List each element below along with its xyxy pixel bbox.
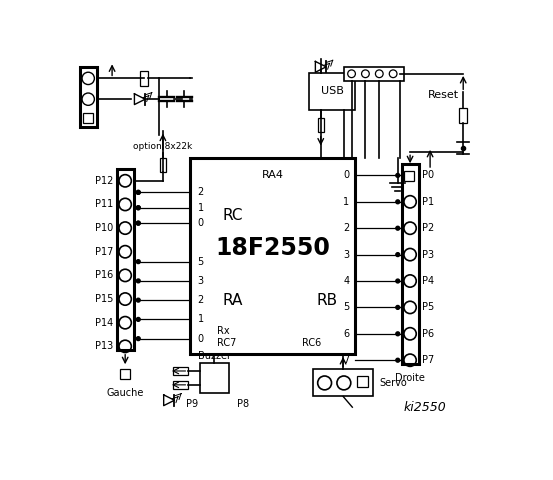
Bar	[173, 367, 189, 375]
Text: 2: 2	[197, 187, 204, 197]
Text: P0: P0	[422, 170, 435, 180]
Bar	[80, 67, 97, 127]
Bar	[401, 164, 419, 364]
Bar	[173, 381, 189, 389]
Text: P3: P3	[422, 250, 435, 260]
Bar	[200, 363, 229, 393]
Text: option 8x22k: option 8x22k	[133, 142, 192, 151]
Bar	[83, 113, 93, 123]
Text: P2: P2	[422, 223, 435, 233]
Text: 3: 3	[197, 276, 204, 286]
Circle shape	[396, 305, 400, 309]
Text: P6: P6	[422, 329, 435, 339]
Text: 1: 1	[343, 197, 349, 207]
Circle shape	[137, 191, 140, 194]
Circle shape	[396, 226, 400, 230]
Circle shape	[396, 173, 400, 177]
Text: RC: RC	[222, 208, 243, 223]
Text: P7: P7	[422, 355, 435, 365]
Circle shape	[396, 252, 400, 256]
Text: Rx: Rx	[217, 326, 229, 336]
Circle shape	[396, 279, 400, 283]
Bar	[460, 108, 467, 123]
Circle shape	[137, 279, 140, 283]
Text: P12: P12	[95, 176, 113, 186]
Text: ki2550: ki2550	[403, 401, 446, 414]
Text: Reset: Reset	[428, 90, 460, 99]
Bar	[190, 158, 356, 354]
Text: P11: P11	[95, 200, 113, 209]
Text: 4: 4	[343, 276, 349, 286]
Bar	[160, 158, 166, 172]
Text: 1: 1	[197, 314, 204, 324]
Text: P5: P5	[422, 302, 435, 312]
Bar	[357, 376, 368, 387]
Text: Gauche: Gauche	[107, 387, 144, 397]
Text: 2: 2	[343, 223, 349, 233]
Text: 0: 0	[197, 218, 204, 228]
Text: Buzzer: Buzzer	[198, 350, 231, 360]
Circle shape	[396, 358, 400, 362]
Circle shape	[137, 337, 140, 341]
Text: Droite: Droite	[395, 373, 425, 383]
Text: P10: P10	[95, 223, 113, 233]
Text: P13: P13	[95, 341, 113, 351]
Text: P14: P14	[95, 318, 113, 328]
Circle shape	[137, 221, 140, 225]
Text: 0: 0	[197, 334, 204, 344]
Bar	[344, 67, 404, 81]
Bar	[309, 73, 356, 110]
Text: 3: 3	[343, 250, 349, 260]
Text: 2: 2	[197, 295, 204, 305]
Circle shape	[137, 206, 140, 210]
Circle shape	[137, 260, 140, 264]
Text: 1: 1	[197, 203, 204, 213]
Text: USB: USB	[321, 86, 344, 96]
Bar	[404, 171, 414, 181]
Text: 7: 7	[343, 355, 349, 365]
Bar	[317, 119, 324, 132]
Circle shape	[396, 332, 400, 336]
Text: P1: P1	[422, 197, 435, 207]
Text: 6: 6	[343, 329, 349, 339]
Text: 5: 5	[343, 302, 349, 312]
Bar	[117, 169, 134, 350]
Text: P15: P15	[95, 294, 113, 304]
Text: 0: 0	[343, 170, 349, 180]
Text: 5: 5	[197, 257, 204, 267]
Text: P8: P8	[237, 399, 249, 409]
Bar	[140, 71, 148, 86]
Circle shape	[137, 298, 140, 302]
Text: P16: P16	[95, 270, 113, 280]
Bar	[313, 370, 373, 396]
Text: P17: P17	[95, 247, 113, 257]
Text: RA4: RA4	[262, 169, 284, 180]
Text: RC7: RC7	[217, 337, 236, 348]
Text: 18F2550: 18F2550	[215, 236, 330, 260]
Text: P9: P9	[186, 399, 198, 409]
Text: P4: P4	[422, 276, 435, 286]
Text: Servo: Servo	[379, 378, 407, 388]
Circle shape	[137, 317, 140, 321]
Text: RA: RA	[222, 293, 243, 308]
Text: RB: RB	[317, 293, 338, 308]
Circle shape	[396, 200, 400, 204]
Text: RC6: RC6	[301, 337, 321, 348]
Bar	[120, 370, 130, 380]
